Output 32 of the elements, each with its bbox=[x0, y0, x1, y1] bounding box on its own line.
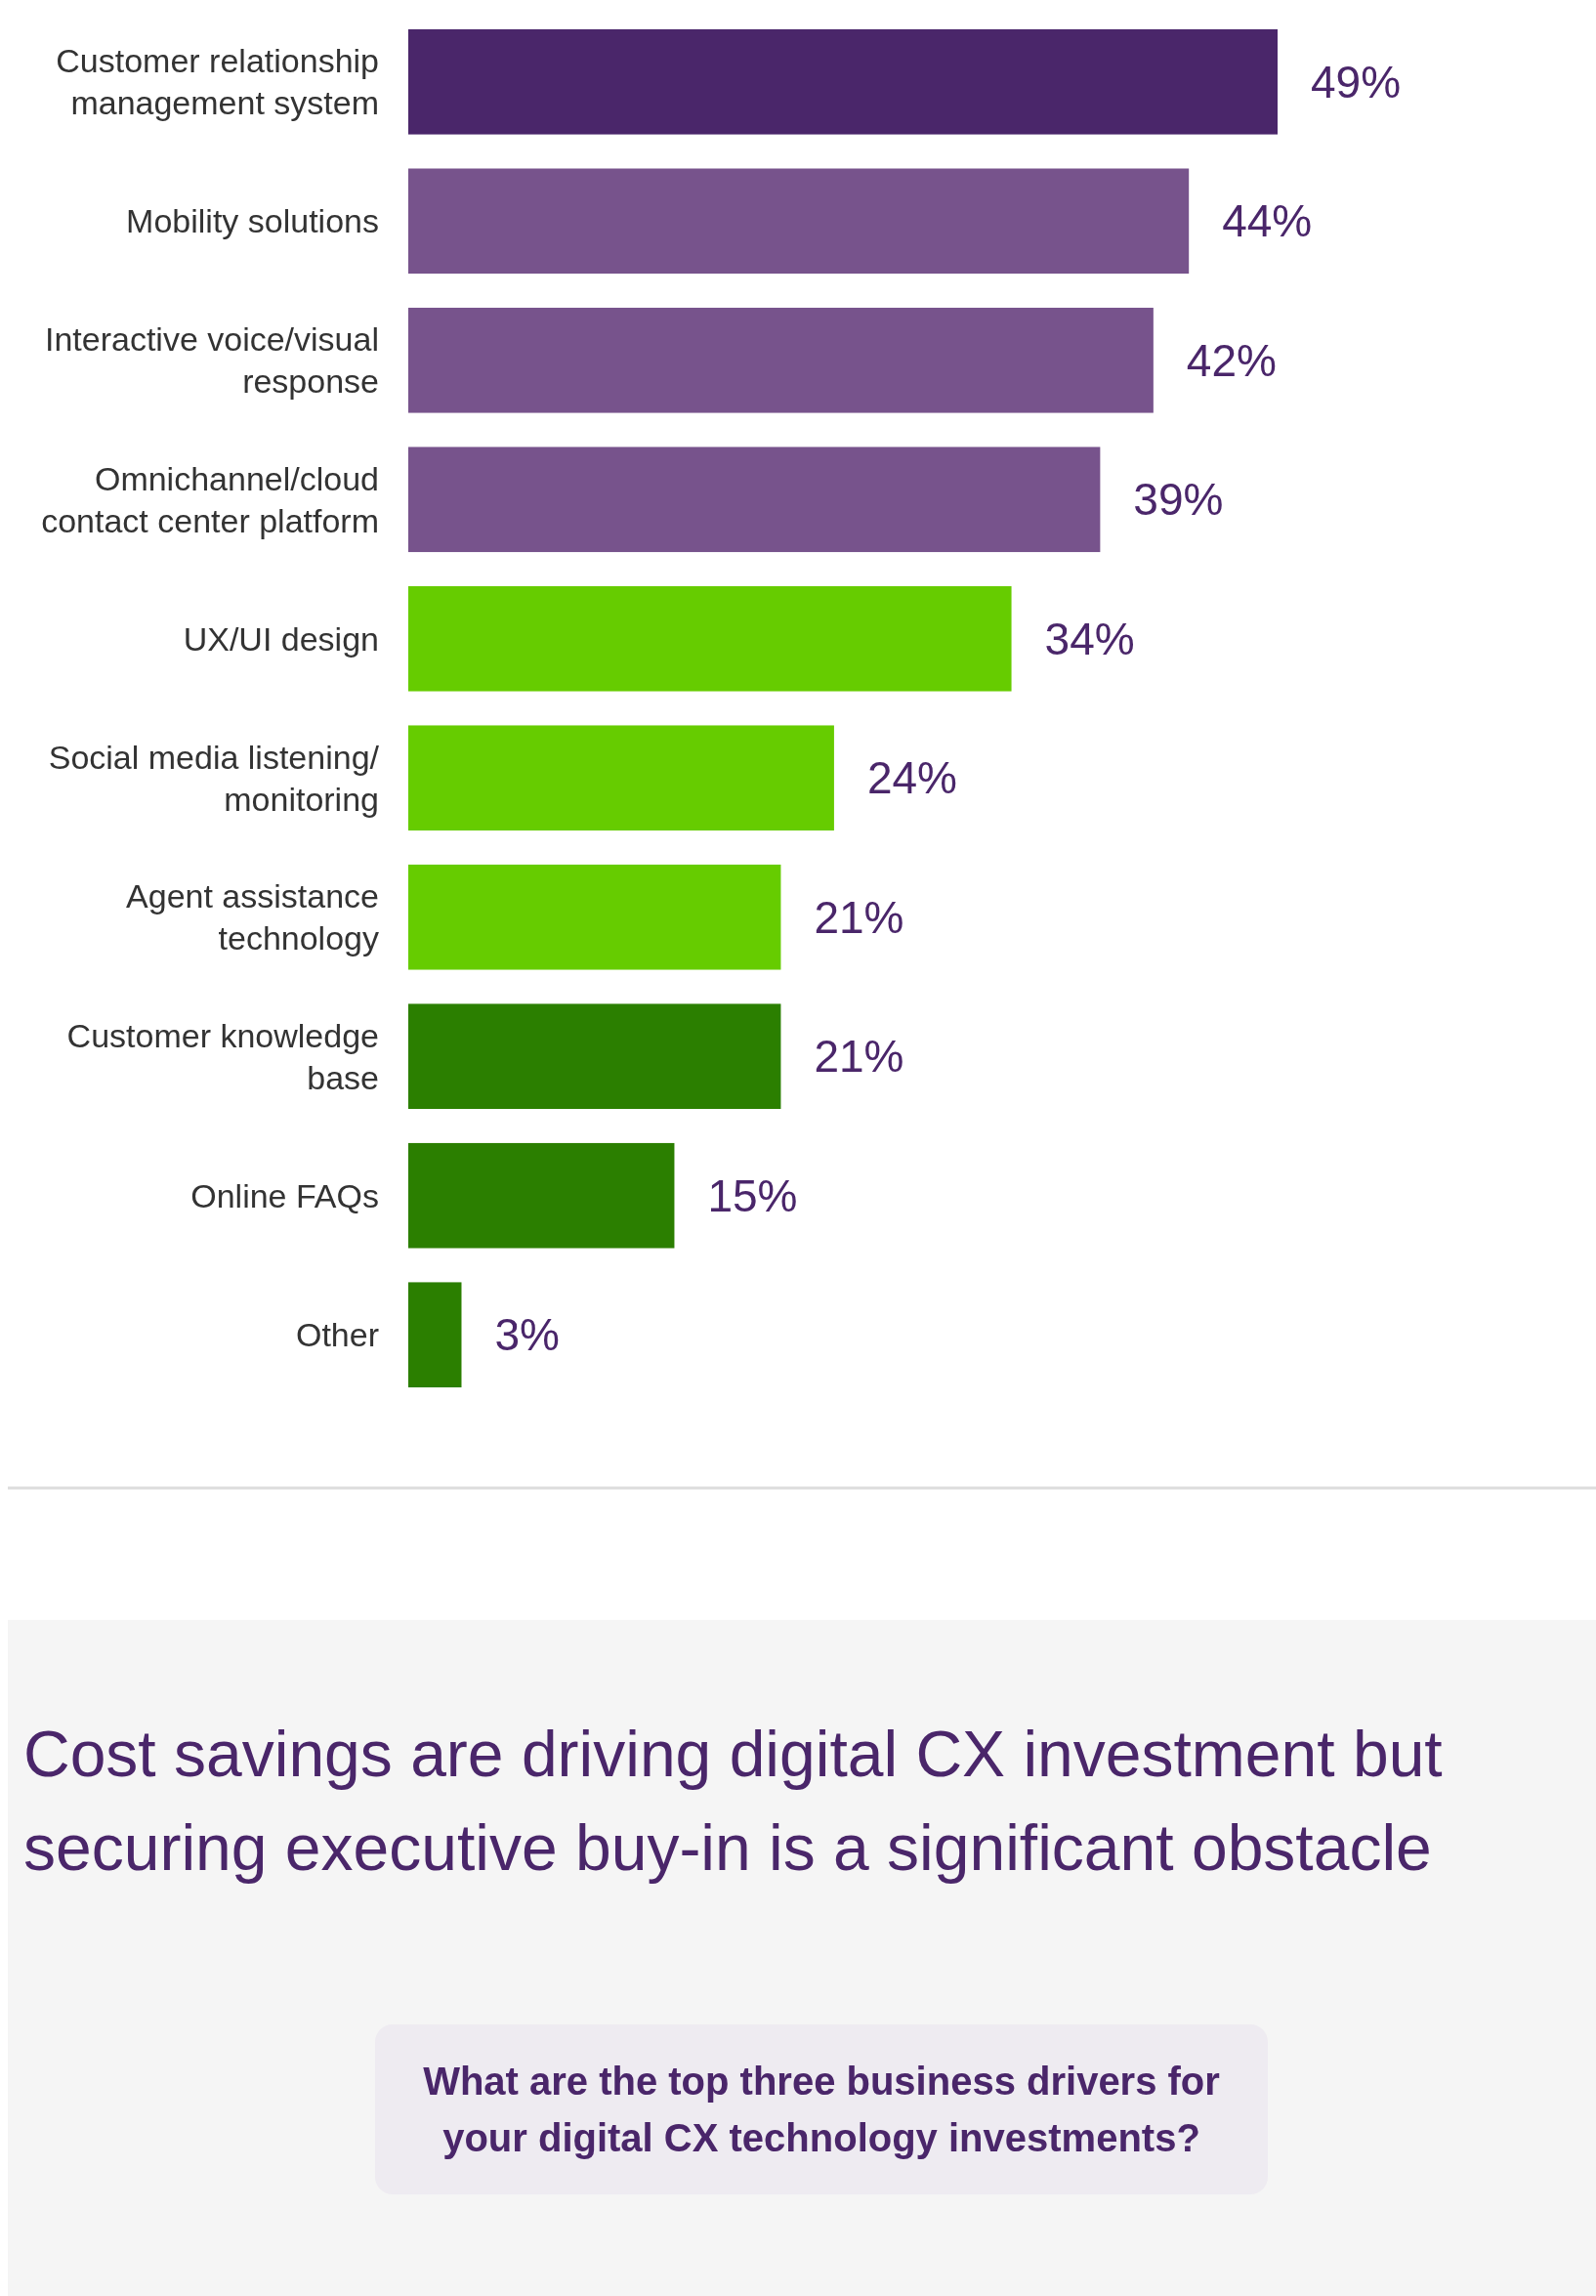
text: What are the top three business drivers for your digital CX technology investments? bbox=[423, 2060, 1220, 2159]
data-label: 44% bbox=[1222, 195, 1313, 247]
bar bbox=[408, 168, 1190, 275]
bar bbox=[408, 1003, 781, 1110]
bar bbox=[408, 1282, 462, 1387]
y-tick-label: UX/UI design bbox=[183, 619, 379, 658]
y-tick-label: Customer knowledge base bbox=[66, 1016, 379, 1096]
y-tick-label: Other bbox=[295, 1316, 379, 1354]
data-label: 34% bbox=[1044, 613, 1135, 664]
y-tick-label: Mobility solutions bbox=[126, 202, 379, 240]
y-tick-label: Social media listening/ monitoring bbox=[48, 738, 380, 818]
bar bbox=[408, 1142, 675, 1249]
y-tick-label: Customer relationship management system bbox=[56, 42, 379, 122]
data-label: 21% bbox=[814, 891, 904, 943]
bar bbox=[408, 446, 1101, 553]
data-label: 49% bbox=[1311, 56, 1402, 107]
data-label: 42% bbox=[1186, 334, 1277, 386]
y-tick-label: Online FAQs bbox=[190, 1176, 379, 1214]
bar bbox=[408, 864, 781, 970]
bar bbox=[408, 29, 1278, 135]
data-label: 39% bbox=[1133, 474, 1224, 526]
data-label: 24% bbox=[866, 752, 957, 804]
data-label: 21% bbox=[814, 1031, 904, 1083]
y-tick-label: Omnichannel/cloud contact center platform bbox=[41, 459, 379, 539]
y-tick-label: Interactive voice/visual response bbox=[44, 320, 379, 401]
text: Cost savings are driving digital CX investment but securing executive buy-in is a significant obstacle bbox=[23, 1718, 1443, 1884]
data-label: 3% bbox=[494, 1309, 560, 1361]
bar bbox=[408, 307, 1154, 413]
data-label: 15% bbox=[707, 1169, 798, 1221]
bar bbox=[408, 585, 1012, 692]
bar bbox=[408, 725, 834, 831]
y-tick-label: Agent assistance technology bbox=[126, 877, 379, 957]
